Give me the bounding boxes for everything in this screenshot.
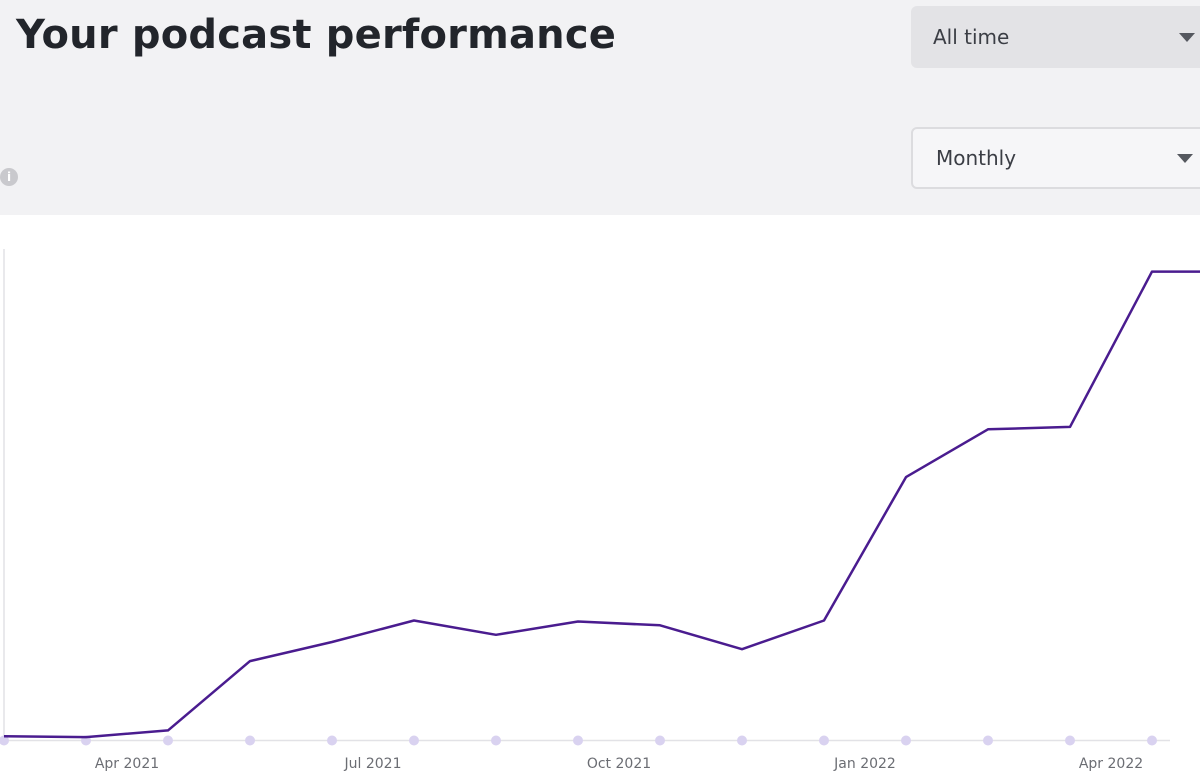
x-axis-marker[interactable] xyxy=(409,735,419,746)
x-tick-label: Jul 2021 xyxy=(344,756,402,772)
x-axis-marker[interactable] xyxy=(245,735,255,746)
time-range-value: All time xyxy=(933,25,1010,49)
x-axis-marker[interactable] xyxy=(901,735,911,746)
info-icon[interactable]: i xyxy=(0,168,18,186)
x-axis-marker[interactable] xyxy=(737,735,747,746)
series-line xyxy=(3,270,1200,739)
x-axis-marker[interactable] xyxy=(163,735,173,746)
x-tick-label: Apr 2022 xyxy=(1079,756,1143,772)
chevron-down-icon xyxy=(1177,154,1193,163)
interval-value: Monthly xyxy=(936,146,1017,170)
x-axis-marker[interactable] xyxy=(819,735,829,746)
x-tick-labels: Apr 2021 Jul 2021 Oct 2021 Jan 2022 Apr 2022 xyxy=(95,756,1143,772)
x-axis-marker[interactable] xyxy=(573,735,583,746)
x-axis-marker[interactable] xyxy=(327,735,337,746)
performance-line-chart: Apr 2021 Jul 2021 Oct 2021 Jan 2022 Apr 2022 xyxy=(0,249,1200,772)
x-axis-marker[interactable] xyxy=(983,735,993,746)
page-title: Your podcast performance xyxy=(16,12,617,58)
time-range-dropdown[interactable]: All time xyxy=(911,6,1200,68)
x-tick-label: Apr 2021 xyxy=(95,756,159,772)
x-tick-label: Oct 2021 xyxy=(587,756,651,772)
interval-dropdown[interactable]: Monthly xyxy=(911,127,1200,189)
x-tick-label: Jan 2022 xyxy=(833,756,896,772)
x-axis-marker[interactable] xyxy=(1065,735,1075,746)
x-axis-marker[interactable] xyxy=(0,735,9,746)
x-axis-marker[interactable] xyxy=(1147,735,1157,746)
x-axis-marker[interactable] xyxy=(491,735,501,746)
data-point-markers xyxy=(0,735,1157,746)
header-panel: Your podcast performance All time Monthl… xyxy=(0,0,1200,215)
chevron-down-icon xyxy=(1179,33,1195,42)
x-axis-marker[interactable] xyxy=(655,735,665,746)
